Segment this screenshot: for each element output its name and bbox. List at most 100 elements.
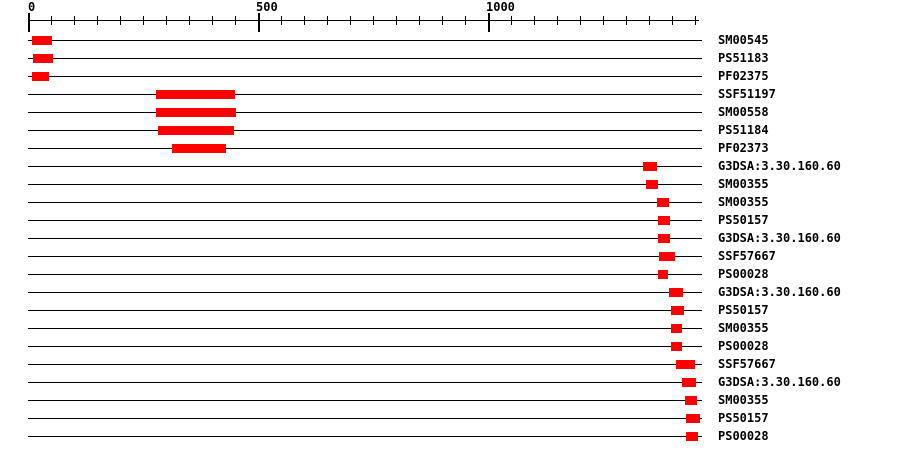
- signature-label[interactable]: SM00558: [718, 105, 769, 119]
- ruler-major-tick: [488, 13, 490, 32]
- sequence-line: [28, 58, 702, 59]
- domain-hit-bar[interactable]: [658, 234, 671, 243]
- feature-row: PS51184: [0, 121, 900, 139]
- signature-label[interactable]: G3DSA:3.30.160.60: [718, 285, 841, 299]
- domain-hit-bar[interactable]: [172, 144, 226, 153]
- domain-hit-bar[interactable]: [658, 216, 671, 225]
- domain-hit-bar[interactable]: [645, 180, 659, 189]
- domain-hit-bar[interactable]: [155, 108, 236, 117]
- ruler-minor-tick: [557, 16, 558, 25]
- feature-row: SM00355: [0, 193, 900, 211]
- ruler-minor-tick: [442, 16, 443, 25]
- ruler-major-tick: [28, 13, 30, 32]
- ruler-minor-tick: [120, 16, 121, 25]
- feature-row: PS00028: [0, 427, 900, 445]
- sequence-line: [28, 292, 702, 293]
- feature-row: PS51183: [0, 49, 900, 67]
- domain-hit-bar[interactable]: [671, 306, 684, 315]
- feature-row: G3DSA:3.30.160.60: [0, 373, 900, 391]
- signature-label[interactable]: SM00355: [718, 393, 769, 407]
- ruler-minor-tick: [166, 16, 167, 25]
- signature-label[interactable]: PS50157: [718, 411, 769, 425]
- sequence-line: [28, 328, 702, 329]
- domain-hit-bar[interactable]: [643, 162, 657, 171]
- feature-row: SM00355: [0, 319, 900, 337]
- ruler-minor-tick: [373, 16, 374, 25]
- signature-label[interactable]: SM00355: [718, 177, 769, 191]
- sequence-line: [28, 256, 702, 257]
- domain-hit-bar[interactable]: [32, 72, 50, 81]
- domain-hit-bar[interactable]: [32, 36, 52, 45]
- sequence-line: [28, 238, 702, 239]
- feature-row: SSF57667: [0, 355, 900, 373]
- sequence-line: [28, 436, 702, 437]
- ruler-minor-tick: [189, 16, 190, 25]
- signature-label[interactable]: SSF57667: [718, 357, 776, 371]
- sequence-line: [28, 418, 702, 419]
- ruler-minor-tick: [235, 16, 236, 25]
- signature-label[interactable]: PS51183: [718, 51, 769, 65]
- feature-row: PF02375: [0, 67, 900, 85]
- ruler-minor-tick: [419, 16, 420, 25]
- ruler-tick-label: 1000: [486, 0, 515, 14]
- ruler-minor-tick: [350, 16, 351, 25]
- domain-hit-bar[interactable]: [33, 54, 53, 63]
- domain-hit-bar[interactable]: [157, 126, 235, 135]
- domain-hit-bar[interactable]: [671, 342, 683, 351]
- domain-hit-bar[interactable]: [656, 198, 669, 207]
- signature-label[interactable]: PF02375: [718, 69, 769, 83]
- signature-label[interactable]: SM00355: [718, 321, 769, 335]
- domain-hit-bar[interactable]: [685, 432, 699, 441]
- ruler-minor-tick: [511, 16, 512, 25]
- feature-row: G3DSA:3.30.160.60: [0, 283, 900, 301]
- signature-label[interactable]: SM00545: [718, 33, 769, 47]
- ruler-tick-label: 0: [28, 0, 36, 14]
- sequence-line: [28, 346, 702, 347]
- signature-label[interactable]: PF02373: [718, 141, 769, 155]
- sequence-line: [28, 274, 702, 275]
- feature-row: SM00545: [0, 31, 900, 49]
- signature-label[interactable]: PS00028: [718, 429, 769, 443]
- sequence-line: [28, 94, 702, 95]
- domain-hit-bar[interactable]: [668, 288, 684, 297]
- sequence-line: [28, 220, 702, 221]
- signature-label[interactable]: SM00355: [718, 195, 769, 209]
- signature-label[interactable]: G3DSA:3.30.160.60: [718, 231, 841, 245]
- domain-hit-bar[interactable]: [658, 270, 668, 279]
- feature-row: PS50157: [0, 409, 900, 427]
- feature-row: PF02373: [0, 139, 900, 157]
- ruler-line: [28, 20, 699, 21]
- sequence-line: [28, 184, 702, 185]
- ruler-tick-label: 500: [256, 0, 278, 14]
- signature-label[interactable]: SSF57667: [718, 249, 776, 263]
- domain-hit-bar[interactable]: [155, 90, 235, 99]
- ruler-minor-tick: [672, 16, 673, 25]
- ruler-minor-tick: [97, 16, 98, 25]
- sequence-line: [28, 148, 702, 149]
- domain-hit-bar[interactable]: [659, 252, 676, 261]
- sequence-line: [28, 202, 702, 203]
- feature-row: G3DSA:3.30.160.60: [0, 229, 900, 247]
- domain-hit-bar[interactable]: [682, 378, 696, 387]
- ruler-minor-tick: [695, 16, 696, 25]
- signature-label[interactable]: PS50157: [718, 213, 769, 227]
- signature-label[interactable]: PS51184: [718, 123, 769, 137]
- signature-label[interactable]: G3DSA:3.30.160.60: [718, 159, 841, 173]
- signature-label[interactable]: G3DSA:3.30.160.60: [718, 375, 841, 389]
- feature-row: SM00355: [0, 391, 900, 409]
- domain-hit-bar[interactable]: [685, 414, 701, 423]
- signature-label[interactable]: SSF51197: [718, 87, 776, 101]
- feature-row: G3DSA:3.30.160.60: [0, 157, 900, 175]
- signature-label[interactable]: PS00028: [718, 267, 769, 281]
- domain-hit-bar[interactable]: [671, 324, 683, 333]
- sequence-line: [28, 364, 702, 365]
- domain-hit-bar[interactable]: [684, 396, 697, 405]
- signature-label[interactable]: PS50157: [718, 303, 769, 317]
- ruler-minor-tick: [281, 16, 282, 25]
- ruler-minor-tick: [626, 16, 627, 25]
- ruler-minor-tick: [580, 16, 581, 25]
- domain-hit-bar[interactable]: [676, 360, 695, 369]
- signature-label[interactable]: PS00028: [718, 339, 769, 353]
- ruler-minor-tick: [603, 16, 604, 25]
